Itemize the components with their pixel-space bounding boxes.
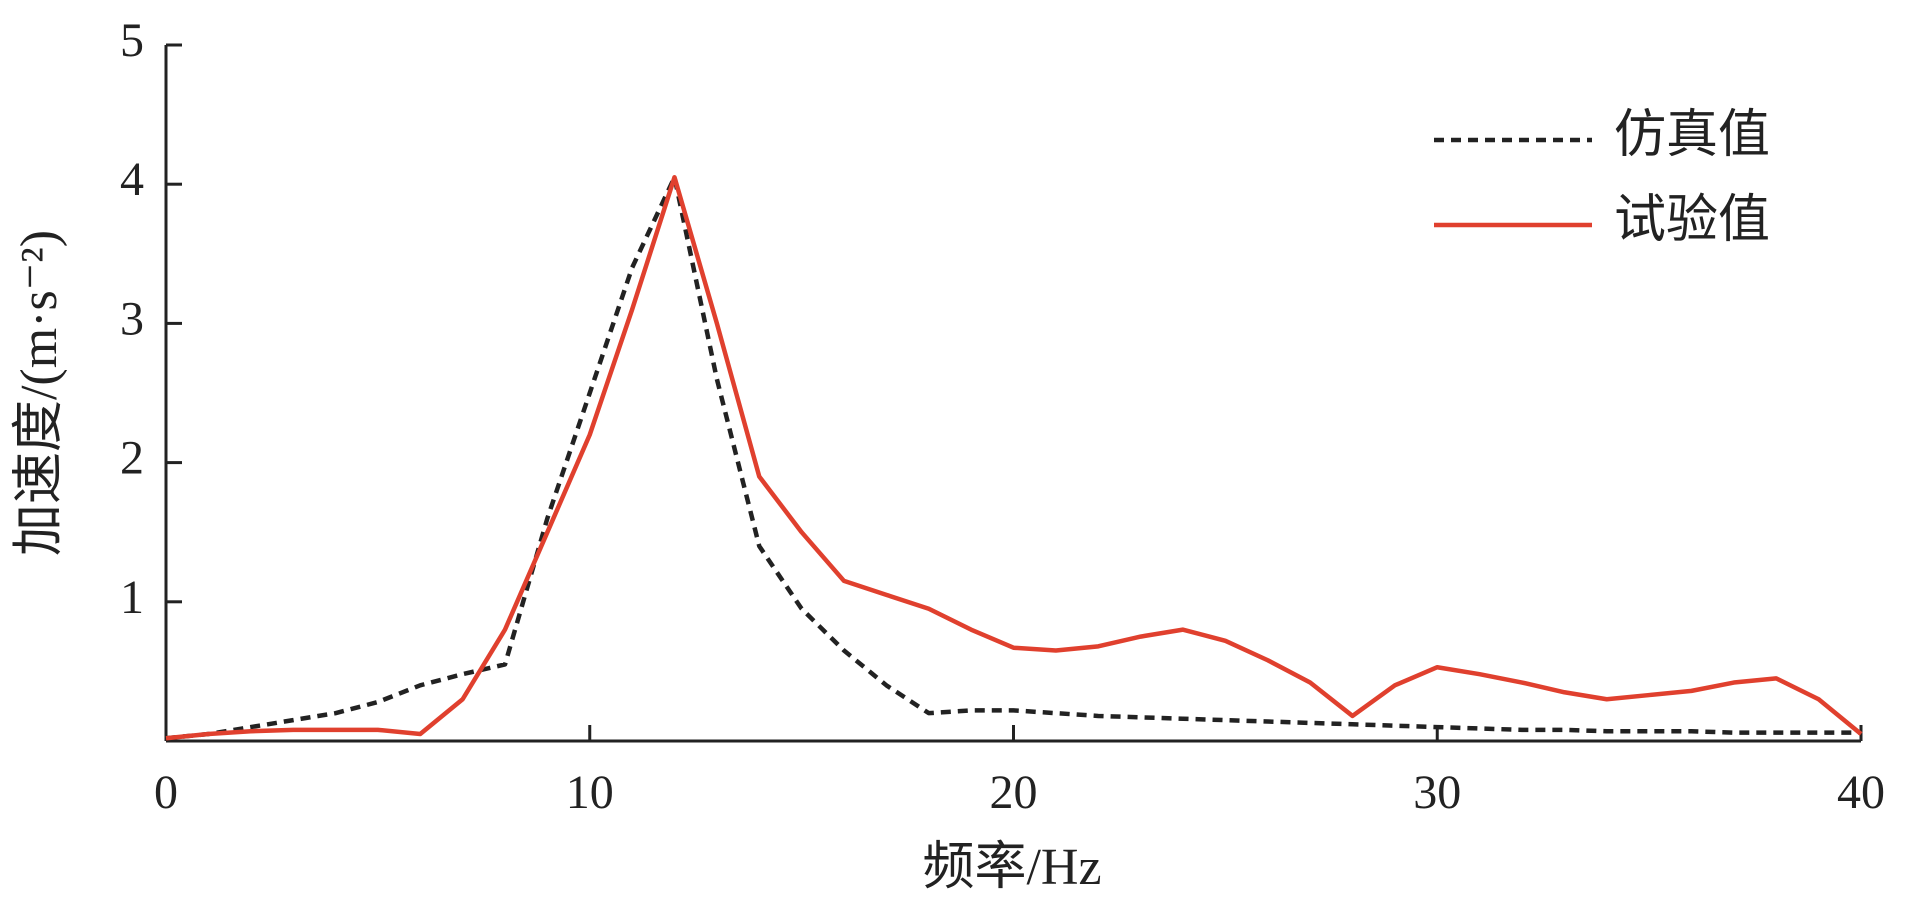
y-axis-title: 加速度/(m·s⁻²) [11, 230, 68, 556]
x-tick-label: 30 [1413, 766, 1461, 819]
legend-label: 仿真值 [1614, 107, 1770, 164]
x-tick-label: 20 [990, 766, 1038, 819]
x-axis-title: 频率/Hz [922, 839, 1101, 896]
x-tick-label: 40 [1837, 766, 1885, 819]
x-tick-label: 0 [154, 766, 178, 819]
y-tick-label: 5 [120, 14, 144, 67]
y-tick-label: 3 [120, 292, 144, 345]
legend-label: 试验值 [1614, 192, 1770, 249]
y-tick-label: 1 [120, 571, 144, 624]
data-line [165, 174, 1861, 741]
y-tick-label: 2 [120, 432, 144, 485]
x-tick-label: 10 [566, 766, 614, 819]
y-tick-label: 4 [120, 153, 144, 206]
data-line [165, 174, 1863, 741]
